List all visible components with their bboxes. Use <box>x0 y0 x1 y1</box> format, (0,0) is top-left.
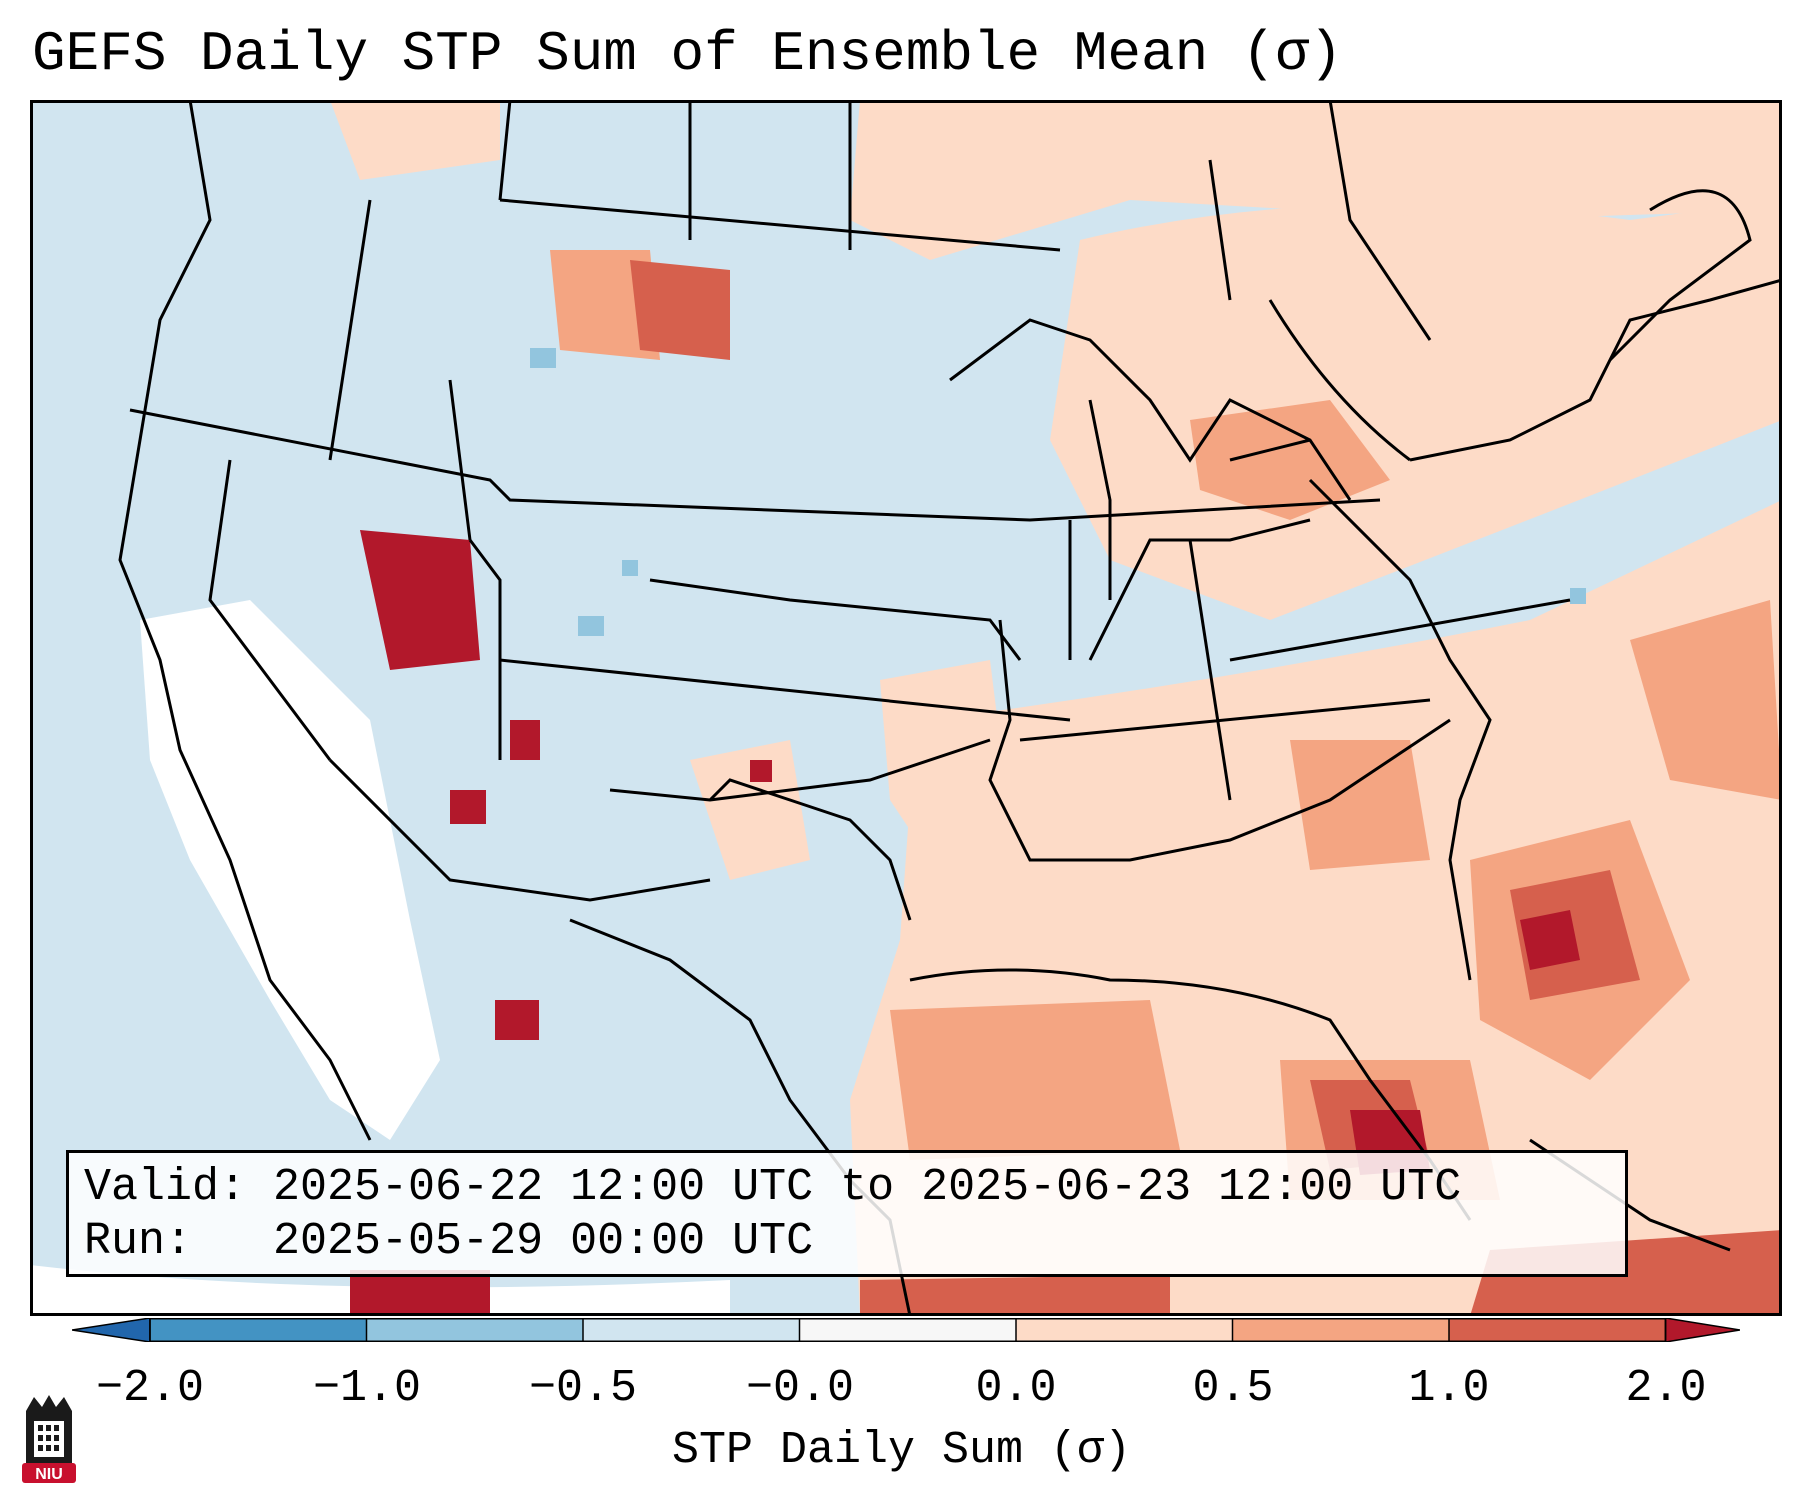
colorbar-over-triangle <box>1664 1318 1740 1342</box>
colorbar-tick-label: 1.0 <box>1408 1362 1530 1416</box>
tick-text: −1.0 <box>312 1363 422 1414</box>
colorbar-tick-label: −0.5 <box>529 1362 691 1416</box>
map-frame <box>30 100 1782 1316</box>
tick-text: −0.0 <box>745 1363 855 1414</box>
colorbar-tick-label: 0.5 <box>1192 1362 1314 1416</box>
neutral-field <box>30 600 730 1316</box>
stp-map <box>30 100 1782 1316</box>
colorbar-bin-5 <box>1016 1318 1233 1342</box>
colorbar-bin-4 <box>799 1318 1016 1342</box>
niu-building-icon: NIU <box>22 1395 76 1483</box>
colorbar <box>72 1318 1740 1342</box>
colorbar-bin-2 <box>366 1318 583 1342</box>
colorbar-tick-label: 0.0 <box>975 1362 1097 1416</box>
valid-info-box: Valid: 2025-06-22 12:00 UTC to 2025-06-2… <box>66 1150 1628 1277</box>
tick-text: 0.0 <box>975 1363 1057 1414</box>
light-negative-field <box>530 348 1586 636</box>
map-borders <box>118 100 1782 1316</box>
tick-text: 2.0 <box>1625 1363 1707 1414</box>
run-time-text: Run: 2025-05-29 00:00 UTC <box>84 1216 814 1267</box>
logo-text: NIU <box>35 1466 63 1483</box>
tick-text: −0.5 <box>528 1363 638 1414</box>
colorbar-tick-label: −1.0 <box>313 1362 475 1416</box>
colorbar-bin-7 <box>1449 1318 1666 1342</box>
colorbar-label: STP Daily Sum (σ) <box>671 1425 1132 1476</box>
colorbar-tick-label: 2.0 <box>1625 1362 1747 1416</box>
colorbar-bin-6 <box>1232 1318 1449 1342</box>
tick-text: 1.0 <box>1408 1363 1490 1414</box>
figure-title: GEFS Daily STP Sum of Ensemble Mean (σ) <box>32 22 1343 86</box>
colorbar-tick-label: −0.0 <box>746 1362 908 1416</box>
colorbar-bin-1 <box>150 1318 367 1342</box>
valid-time-text: Valid: 2025-06-22 12:00 UTC to 2025-06-2… <box>84 1162 1462 1213</box>
tick-text: 0.5 <box>1192 1363 1274 1414</box>
colorbar-under-triangle <box>72 1318 151 1342</box>
colorbar-bin-3 <box>583 1318 800 1342</box>
